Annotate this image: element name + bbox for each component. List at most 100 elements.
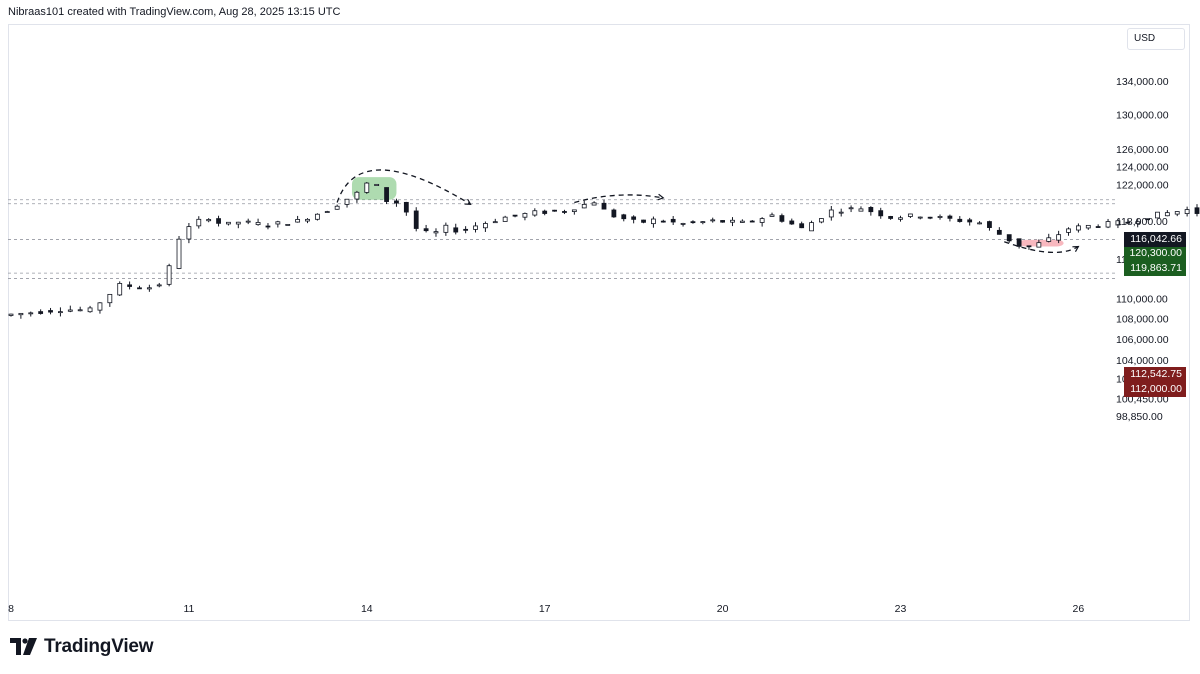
- candle-body: [186, 226, 192, 240]
- candle-body: [700, 221, 706, 224]
- candle-body: [1046, 237, 1052, 242]
- candle-body: [562, 211, 567, 213]
- bottom-pattern-arc: [1004, 241, 1079, 254]
- top-pattern-arc: [336, 169, 471, 205]
- candle-body: [542, 210, 548, 214]
- top-pattern-arc: [574, 194, 664, 204]
- y-tick-label: 108,000.00: [1116, 313, 1169, 325]
- candle-body: [58, 311, 63, 314]
- currency-selector[interactable]: USD: [1127, 28, 1185, 50]
- price-tag: 120,300.00: [1124, 246, 1186, 261]
- candle-body: [156, 284, 162, 287]
- candle-body: [117, 283, 123, 296]
- candle-body: [216, 218, 221, 224]
- candle-body: [97, 302, 103, 311]
- candle-body: [1076, 225, 1081, 231]
- candle-body: [463, 228, 469, 231]
- candle-body: [1135, 221, 1141, 225]
- candle-body: [1095, 226, 1101, 228]
- candle-body: [670, 218, 676, 223]
- candle-body: [146, 287, 152, 290]
- candle-body: [166, 265, 172, 285]
- candle-body: [641, 219, 646, 223]
- tradingview-logo-icon: [10, 638, 37, 655]
- candle-body: [977, 222, 982, 225]
- y-tick-label: 110,000.00: [1116, 293, 1168, 305]
- candle-body: [8, 313, 14, 316]
- y-tick-label: 118,000.00: [1116, 216, 1168, 228]
- x-tick-label: 23: [895, 603, 907, 615]
- x-tick-label: 17: [539, 603, 551, 615]
- candle-body: [878, 210, 884, 217]
- candle-body: [275, 221, 281, 225]
- candle-body: [967, 219, 973, 223]
- candle-body: [937, 216, 943, 218]
- chart-area[interactable]: [8, 24, 1190, 621]
- candle-body: [433, 231, 439, 234]
- price-tag: 116,042.66: [1124, 231, 1186, 247]
- candle-body: [492, 221, 498, 224]
- candle-body: [552, 209, 557, 212]
- candle-body: [769, 214, 775, 217]
- candle-body: [235, 221, 241, 225]
- candle-body: [720, 220, 725, 223]
- candle-body: [285, 224, 291, 226]
- candle-body: [265, 225, 271, 228]
- candle-body: [512, 214, 518, 217]
- candle-body: [522, 213, 528, 218]
- price-tag: 112,000.00: [1124, 382, 1186, 397]
- candle-body: [443, 224, 449, 233]
- candle-body: [206, 219, 212, 222]
- candle-body: [18, 312, 24, 316]
- candle-body: [1184, 209, 1190, 214]
- tradingview-logo[interactable]: TradingView: [10, 636, 154, 658]
- y-tick-label: 124,000.00: [1116, 161, 1169, 173]
- candle-body: [651, 218, 656, 225]
- candle-body: [305, 218, 310, 222]
- candle-body: [601, 202, 607, 210]
- time-axis: 811141720232629Aug4710131619222528Sep: [8, 603, 1084, 615]
- candle-body: [571, 209, 577, 212]
- candle-body: [1115, 220, 1121, 226]
- candle-body: [1174, 211, 1180, 215]
- candle-body: [1145, 218, 1150, 221]
- candle-body: [759, 218, 765, 223]
- candle-body: [660, 220, 666, 223]
- y-tick-label: 134,000.00: [1116, 76, 1169, 88]
- candle-body: [1194, 207, 1200, 214]
- candle-body: [1056, 234, 1062, 241]
- candle-body: [868, 207, 874, 213]
- candle-body: [532, 210, 538, 216]
- y-tick-label: 122,000.00: [1116, 179, 1169, 191]
- x-tick-label: 14: [361, 603, 373, 615]
- candle-body: [957, 218, 963, 222]
- candle-body: [364, 182, 370, 193]
- candle-body: [819, 218, 824, 223]
- x-tick-label: 20: [717, 603, 729, 615]
- candle-body: [809, 222, 814, 232]
- candle-body: [176, 238, 182, 269]
- candle-body: [374, 183, 380, 187]
- red-highlight-region: [1019, 239, 1064, 247]
- candle-body: [1085, 224, 1091, 229]
- candle-body: [1066, 228, 1071, 233]
- candle-body: [255, 222, 261, 226]
- candle-body: [1125, 221, 1131, 224]
- candle-body: [581, 203, 587, 209]
- candle-body: [87, 307, 93, 313]
- candle-body: [127, 284, 132, 287]
- candle-body: [888, 216, 894, 219]
- candle-body: [858, 208, 864, 212]
- candle-body: [413, 210, 419, 229]
- candle-body: [1026, 245, 1032, 248]
- candle-body: [482, 223, 488, 229]
- candle-body: [848, 207, 854, 210]
- arc-arrowhead: [1072, 245, 1080, 253]
- candle-body: [334, 205, 340, 210]
- candle-body: [621, 214, 627, 220]
- candle-body: [107, 293, 113, 304]
- y-tick-label: 130,000.00: [1116, 109, 1169, 121]
- horizontal-levels: [8, 199, 1118, 279]
- candle-body: [799, 223, 805, 229]
